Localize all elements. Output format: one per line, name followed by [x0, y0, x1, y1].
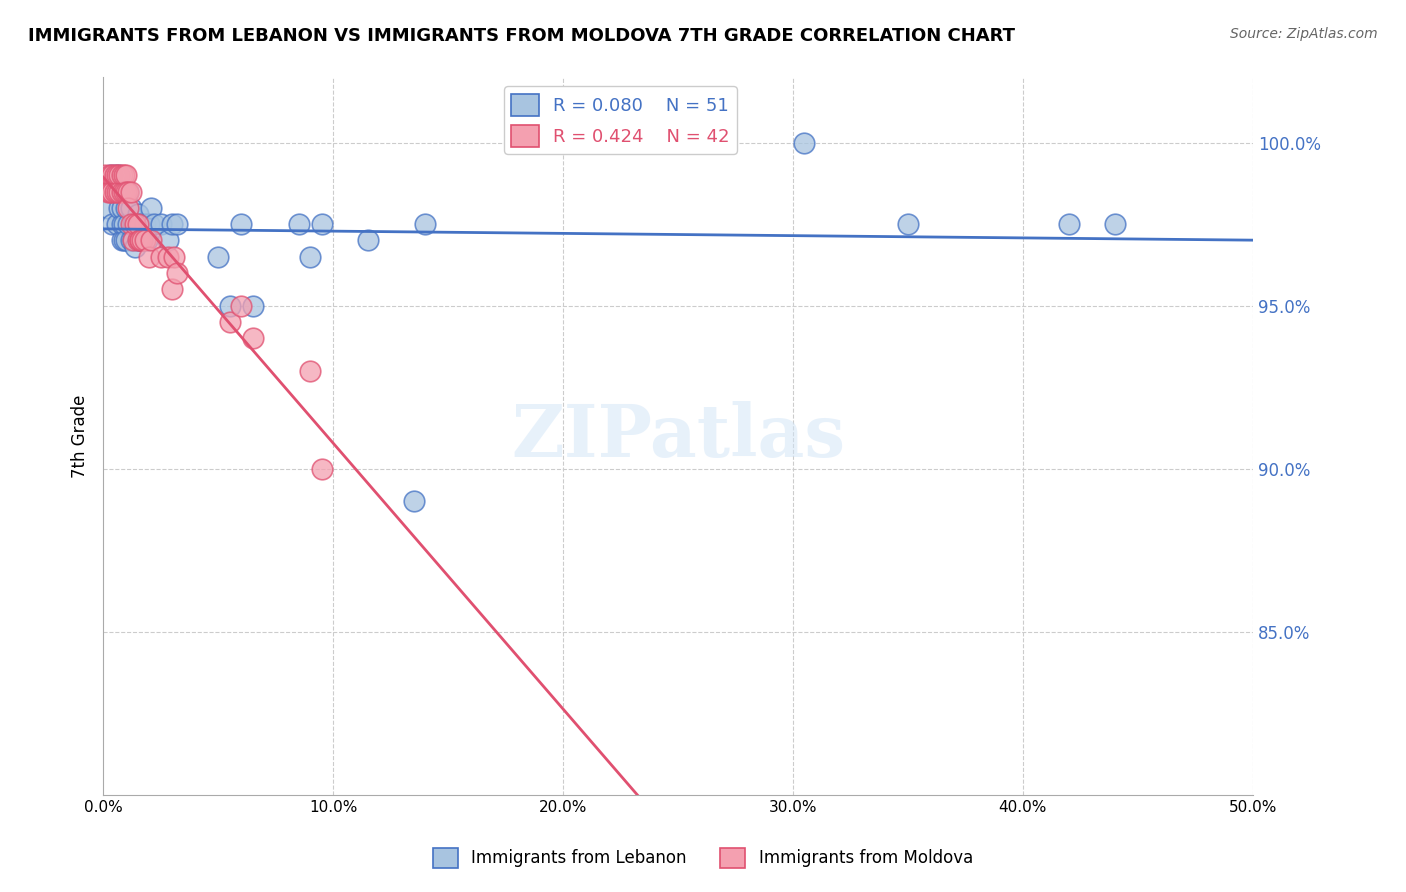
Point	[108, 201, 131, 215]
Point	[129, 217, 152, 231]
Point	[141, 234, 163, 248]
Point	[129, 234, 152, 248]
Point	[105, 185, 128, 199]
Point	[299, 250, 322, 264]
Point	[112, 234, 135, 248]
Text: Source: ZipAtlas.com: Source: ZipAtlas.com	[1230, 27, 1378, 41]
Legend: R = 0.080    N = 51, R = 0.424    N = 42: R = 0.080 N = 51, R = 0.424 N = 42	[505, 87, 737, 154]
Point	[127, 217, 149, 231]
Point	[122, 217, 145, 231]
Point	[218, 299, 240, 313]
Point	[98, 168, 121, 182]
Point	[124, 217, 146, 231]
Point	[124, 240, 146, 254]
Point	[149, 217, 172, 231]
Point	[138, 250, 160, 264]
Point	[160, 217, 183, 231]
Point	[120, 201, 142, 215]
Text: IMMIGRANTS FROM LEBANON VS IMMIGRANTS FROM MOLDOVA 7TH GRADE CORRELATION CHART: IMMIGRANTS FROM LEBANON VS IMMIGRANTS FR…	[28, 27, 1015, 45]
Point	[117, 201, 139, 215]
Point	[117, 185, 139, 199]
Point	[120, 185, 142, 199]
Point	[117, 185, 139, 199]
Point	[127, 234, 149, 248]
Point	[94, 168, 117, 182]
Point	[229, 299, 252, 313]
Point	[104, 185, 127, 199]
Point	[134, 217, 156, 231]
Point	[156, 234, 179, 248]
Point	[311, 217, 333, 231]
Point	[110, 201, 132, 215]
Point	[299, 364, 322, 378]
Point	[115, 234, 138, 248]
Point	[129, 234, 152, 248]
Point	[242, 331, 264, 345]
Point	[166, 217, 188, 231]
Legend: Immigrants from Lebanon, Immigrants from Moldova: Immigrants from Lebanon, Immigrants from…	[426, 841, 980, 875]
Point	[98, 168, 121, 182]
Point	[101, 185, 124, 199]
Point	[112, 185, 135, 199]
Point	[124, 217, 146, 231]
Point	[120, 234, 142, 248]
Point	[163, 250, 186, 264]
Point	[142, 217, 165, 231]
Point	[793, 136, 815, 150]
Point	[1104, 217, 1126, 231]
Point	[138, 217, 160, 231]
Point	[112, 217, 135, 231]
Point	[242, 299, 264, 313]
Point	[149, 250, 172, 264]
Point	[127, 234, 149, 248]
Point	[110, 168, 132, 182]
Point	[120, 217, 142, 231]
Point	[160, 282, 183, 296]
Point	[108, 168, 131, 182]
Point	[129, 234, 152, 248]
Text: ZIPatlas: ZIPatlas	[510, 401, 845, 472]
Point	[131, 234, 153, 248]
Point	[229, 217, 252, 231]
Point	[115, 168, 138, 182]
Point	[110, 185, 132, 199]
Point	[115, 201, 138, 215]
Point	[98, 185, 121, 199]
Point	[131, 234, 153, 248]
Point	[897, 217, 920, 231]
Point	[115, 185, 138, 199]
Point	[134, 234, 156, 248]
Point	[402, 494, 425, 508]
Point	[156, 250, 179, 264]
Point	[104, 185, 127, 199]
Y-axis label: 7th Grade: 7th Grade	[72, 394, 89, 478]
Point	[108, 185, 131, 199]
Point	[110, 217, 132, 231]
Point	[141, 201, 163, 215]
Point	[122, 234, 145, 248]
Point	[166, 266, 188, 280]
Point	[101, 217, 124, 231]
Point	[1057, 217, 1080, 231]
Point	[110, 234, 132, 248]
Point	[311, 461, 333, 475]
Point	[218, 315, 240, 329]
Point	[101, 168, 124, 182]
Point	[287, 217, 309, 231]
Point	[135, 234, 157, 248]
Point	[117, 217, 139, 231]
Point	[104, 168, 127, 182]
Point	[97, 185, 120, 199]
Point	[127, 207, 149, 221]
Point	[207, 250, 229, 264]
Point	[105, 168, 128, 182]
Point	[105, 217, 128, 231]
Point	[122, 234, 145, 248]
Point	[97, 201, 120, 215]
Point	[356, 234, 378, 248]
Point	[104, 168, 127, 182]
Point	[112, 168, 135, 182]
Point	[108, 168, 131, 182]
Point	[413, 217, 436, 231]
